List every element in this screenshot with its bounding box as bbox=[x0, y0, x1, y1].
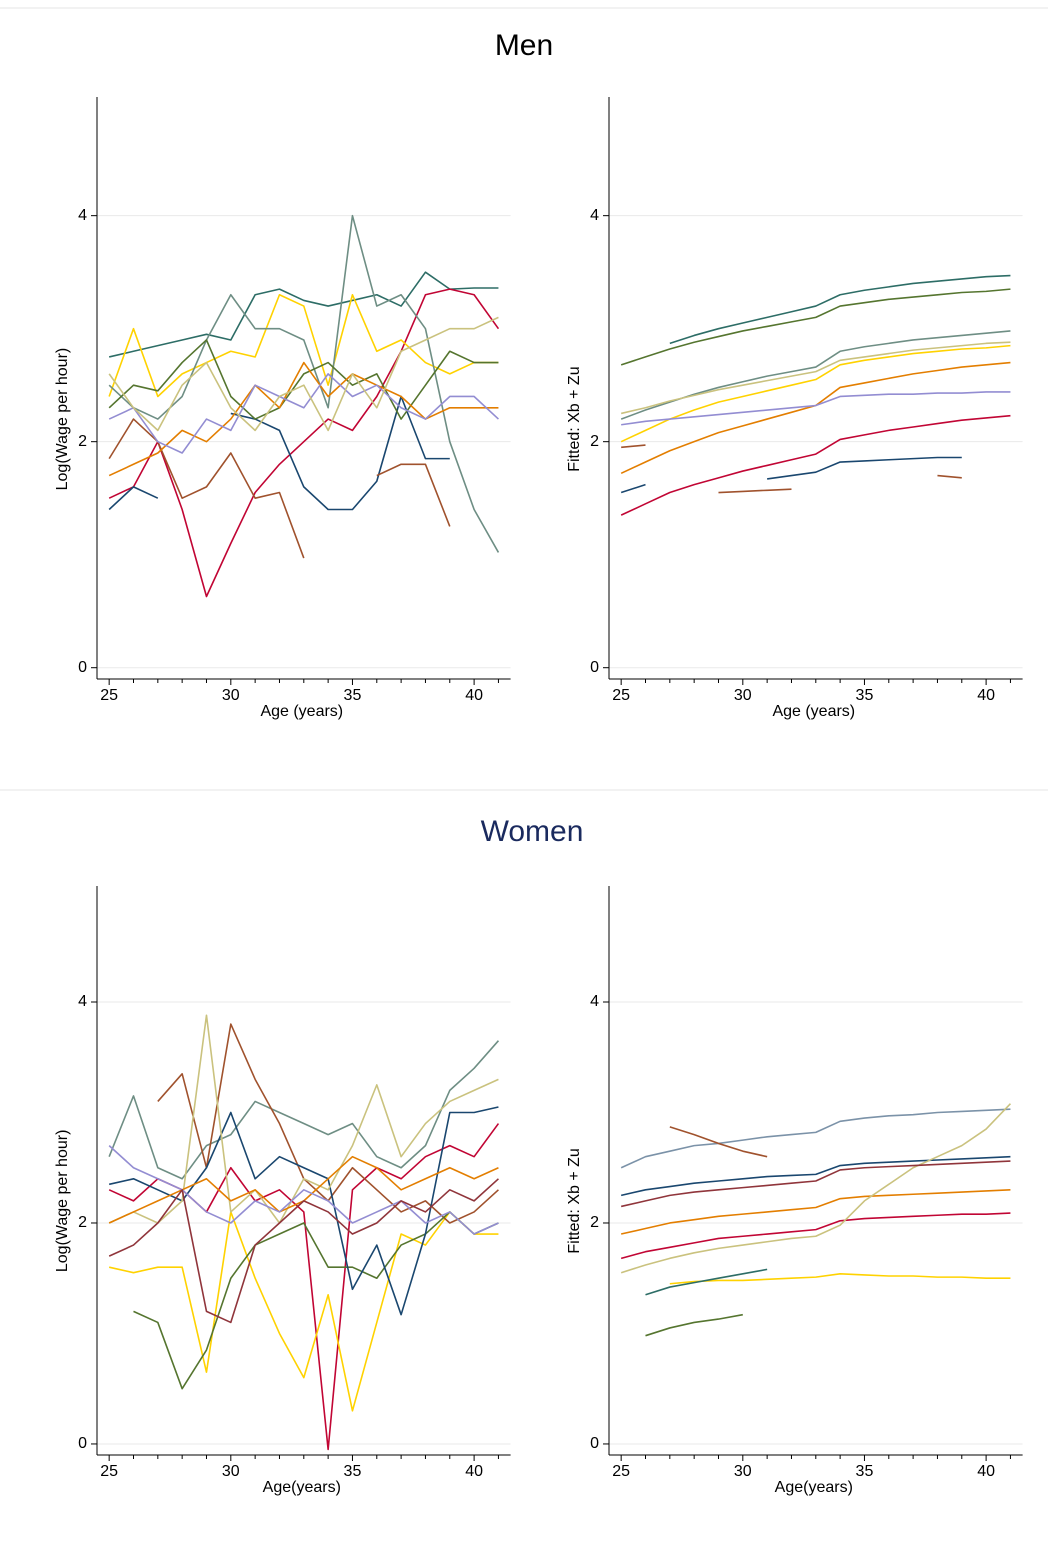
y-axis-title: Fitted: Xb + Zu bbox=[566, 1148, 583, 1253]
series-line bbox=[108, 361, 499, 477]
x-axis-title: Age(years) bbox=[775, 1479, 853, 1496]
series-line bbox=[108, 339, 499, 420]
y-tick-label: 4 bbox=[78, 207, 87, 224]
series-line bbox=[620, 1189, 1011, 1235]
y-tick-label: 2 bbox=[78, 1214, 87, 1231]
series-line bbox=[669, 1126, 768, 1158]
series-line bbox=[108, 293, 499, 398]
y-axis-title: Log(Wage per hour) bbox=[54, 348, 71, 491]
series-line bbox=[621, 444, 962, 494]
series-line bbox=[620, 456, 962, 494]
series-line bbox=[669, 274, 1011, 345]
x-tick-label: 40 bbox=[465, 1463, 483, 1480]
x-tick-label: 35 bbox=[344, 1463, 362, 1480]
y-tick-label: 4 bbox=[78, 993, 87, 1010]
x-axis-title: Age (years) bbox=[260, 703, 343, 720]
y-tick-label: 4 bbox=[590, 993, 599, 1010]
series-line bbox=[645, 1268, 768, 1296]
y-tick-label: 2 bbox=[590, 433, 599, 450]
y-tick-label: 2 bbox=[78, 433, 87, 450]
series-line bbox=[108, 1178, 499, 1324]
series-line bbox=[108, 271, 499, 358]
series-line bbox=[620, 341, 1011, 415]
series-line bbox=[620, 288, 1011, 366]
x-axis-title: Age(years) bbox=[263, 1479, 341, 1496]
series-line bbox=[620, 1108, 1011, 1169]
series-line bbox=[645, 1313, 743, 1337]
section-title: Women bbox=[481, 815, 584, 848]
x-tick-label: 25 bbox=[100, 687, 118, 704]
x-tick-label: 25 bbox=[612, 1463, 630, 1480]
series-line bbox=[108, 214, 500, 553]
section-title: Men bbox=[495, 29, 553, 62]
series-line bbox=[108, 288, 500, 598]
x-axis-title: Age (years) bbox=[772, 703, 855, 720]
y-axis-title: Fitted: Xb + Zu bbox=[566, 366, 583, 471]
series-line bbox=[108, 1106, 499, 1316]
series-line bbox=[620, 414, 1011, 516]
series-line bbox=[108, 1014, 499, 1224]
x-tick-label: 30 bbox=[734, 1463, 752, 1480]
x-tick-label: 40 bbox=[977, 687, 995, 704]
series-line bbox=[620, 1212, 1011, 1260]
series-line bbox=[620, 344, 1011, 443]
series-line bbox=[620, 1103, 1012, 1274]
series-line bbox=[108, 418, 451, 559]
y-tick-label: 0 bbox=[78, 659, 87, 676]
series-line bbox=[108, 316, 499, 432]
series-line bbox=[108, 373, 499, 454]
x-tick-label: 40 bbox=[977, 1463, 995, 1480]
y-tick-label: 0 bbox=[590, 1435, 599, 1452]
y-axis-title: Log(Wage per hour) bbox=[54, 1130, 71, 1273]
series-line bbox=[669, 1273, 1011, 1285]
y-tick-label: 0 bbox=[78, 1435, 87, 1452]
y-tick-label: 0 bbox=[590, 659, 599, 676]
series-line bbox=[108, 1211, 499, 1412]
series-line bbox=[133, 1211, 499, 1390]
x-tick-label: 40 bbox=[465, 687, 483, 704]
x-tick-label: 25 bbox=[100, 1463, 118, 1480]
series-line bbox=[620, 1160, 1011, 1208]
x-tick-label: 35 bbox=[856, 687, 874, 704]
series-line bbox=[620, 1155, 1011, 1197]
series-line bbox=[621, 391, 1011, 426]
x-tick-label: 25 bbox=[612, 687, 630, 704]
x-tick-label: 35 bbox=[344, 687, 362, 704]
series-line bbox=[108, 1145, 499, 1235]
x-tick-label: 30 bbox=[222, 1463, 240, 1480]
x-tick-label: 30 bbox=[734, 687, 752, 704]
y-tick-label: 2 bbox=[590, 1214, 599, 1231]
x-tick-label: 30 bbox=[222, 687, 240, 704]
series-line bbox=[108, 395, 450, 511]
series-line bbox=[108, 1040, 500, 1180]
x-tick-label: 35 bbox=[856, 1463, 874, 1480]
y-tick-label: 4 bbox=[590, 207, 599, 224]
